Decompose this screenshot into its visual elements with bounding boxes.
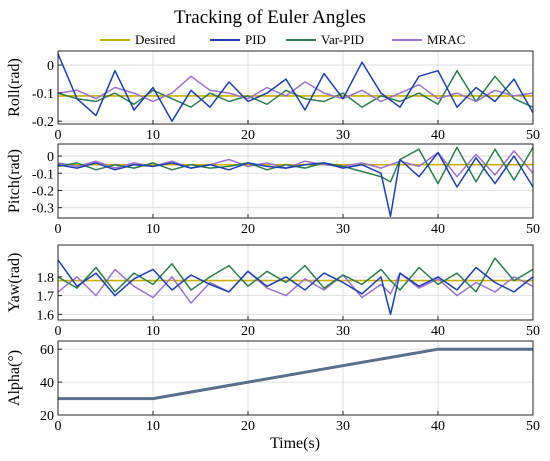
axes-frame-yaw <box>57 244 534 321</box>
x-tick-label: 50 <box>526 419 540 434</box>
y-tick-label: 0 <box>47 59 54 74</box>
x-tick-label: 30 <box>336 324 350 339</box>
series-yaw-var-pid <box>58 257 533 293</box>
series-group-yaw <box>58 257 533 316</box>
x-tick-label: 20 <box>241 222 255 237</box>
y-axis-label-pitch: Pitch(rad) <box>6 149 23 213</box>
subplot-roll: 0 10 20 30 40 50 0 -0.1 -0.2 Roll(rad) <box>6 50 540 143</box>
series-pitch-pid <box>58 151 533 218</box>
x-tick-label: 50 <box>526 222 540 237</box>
x-tick-label: 20 <box>241 128 255 143</box>
legend-item-var-pid: Var-PID <box>286 32 364 47</box>
series-roll-pid <box>58 53 533 122</box>
x-tick-label: 0 <box>55 324 62 339</box>
x-tick-label: 40 <box>431 128 445 143</box>
subplot-pitch: 0 10 20 30 40 50 0 -0.1 -0.2 -0.3 Pitch(rad) <box>6 143 540 237</box>
series-group-roll <box>58 53 533 122</box>
x-tick-label: 10 <box>146 222 160 237</box>
y-tick-label: -0.3 <box>32 202 54 217</box>
y-tick-label: 20 <box>40 409 54 424</box>
x-tick-label: 30 <box>336 128 350 143</box>
y-tick-label: 40 <box>40 376 54 391</box>
series-group-alpha <box>58 347 533 401</box>
y-tick-label: 1.7 <box>37 290 55 305</box>
x-tick-label: 0 <box>55 222 62 237</box>
y-tick-label: -0.2 <box>32 115 54 130</box>
x-tick-label: 20 <box>241 419 255 434</box>
y-tick-label: 0 <box>47 150 54 165</box>
y-axis-label-alpha: Alpha(°) <box>6 350 23 406</box>
x-tick-label: 30 <box>336 222 350 237</box>
legend-label-desired: Desired <box>135 32 176 47</box>
chart-title: Tracking of Euler Angles <box>174 7 366 28</box>
x-tick-label: 10 <box>146 419 160 434</box>
x-tick-label: 10 <box>146 324 160 339</box>
subplots: 0 10 20 30 40 50 0 -0.1 -0.2 Roll(rad) 0 10 20 30 40 50… <box>6 50 540 434</box>
legend-label-var-pid: Var-PID <box>321 32 364 47</box>
x-tick-label: 20 <box>241 324 255 339</box>
legend-item-mrac: MRAC <box>392 32 465 47</box>
series-group-pitch <box>58 146 533 218</box>
grid-roll <box>57 51 534 124</box>
legend-label-mrac: MRAC <box>427 32 465 47</box>
x-axis-label: Time(s) <box>270 435 320 452</box>
x-tick-label: 40 <box>431 419 445 434</box>
x-tick-label: 0 <box>55 419 62 434</box>
series-yaw-pid <box>58 259 533 316</box>
x-tick-label: 50 <box>526 128 540 143</box>
y-tick-label: -0.2 <box>32 184 54 199</box>
legend-item-pid: PID <box>210 32 266 47</box>
series-pitch-mrac <box>58 150 533 178</box>
x-tick-label: 0 <box>55 128 62 143</box>
x-tick-label: 10 <box>146 128 160 143</box>
x-tick-label: 40 <box>431 222 445 237</box>
legend-label-pid: PID <box>245 32 266 47</box>
legend: Desired PID Var-PID MRAC <box>100 32 465 47</box>
y-axis-label-yaw: Yaw(rad) <box>6 253 23 313</box>
x-tick-label: 50 <box>526 324 540 339</box>
subplot-alpha: 0 10 20 30 40 50 20 40 60 Alpha(°) <box>6 340 540 434</box>
series-pitch-var-pid <box>58 146 533 185</box>
y-tick-label: 1.6 <box>37 308 55 323</box>
legend-item-desired: Desired <box>100 32 176 47</box>
x-tick-label: 40 <box>431 324 445 339</box>
axes-frame-pitch <box>57 143 534 219</box>
y-tick-label: -0.1 <box>32 167 54 182</box>
grid-alpha <box>57 341 534 416</box>
y-tick-label: 1.8 <box>37 271 55 286</box>
subplot-yaw: 0 10 20 30 40 50 1.6 1.7 1.8 Yaw(rad) <box>6 244 540 339</box>
y-tick-label: -0.1 <box>32 87 54 102</box>
y-tick-label: 60 <box>40 343 54 358</box>
x-tick-label: 30 <box>336 419 350 434</box>
series-roll-mrac <box>58 75 533 103</box>
y-axis-label-roll: Roll(rad) <box>6 58 23 117</box>
series-alpha-var-pid <box>58 347 533 401</box>
series-yaw-mrac <box>58 268 533 304</box>
axes-frame-roll <box>57 50 534 125</box>
axes-frame-alpha <box>57 340 534 416</box>
